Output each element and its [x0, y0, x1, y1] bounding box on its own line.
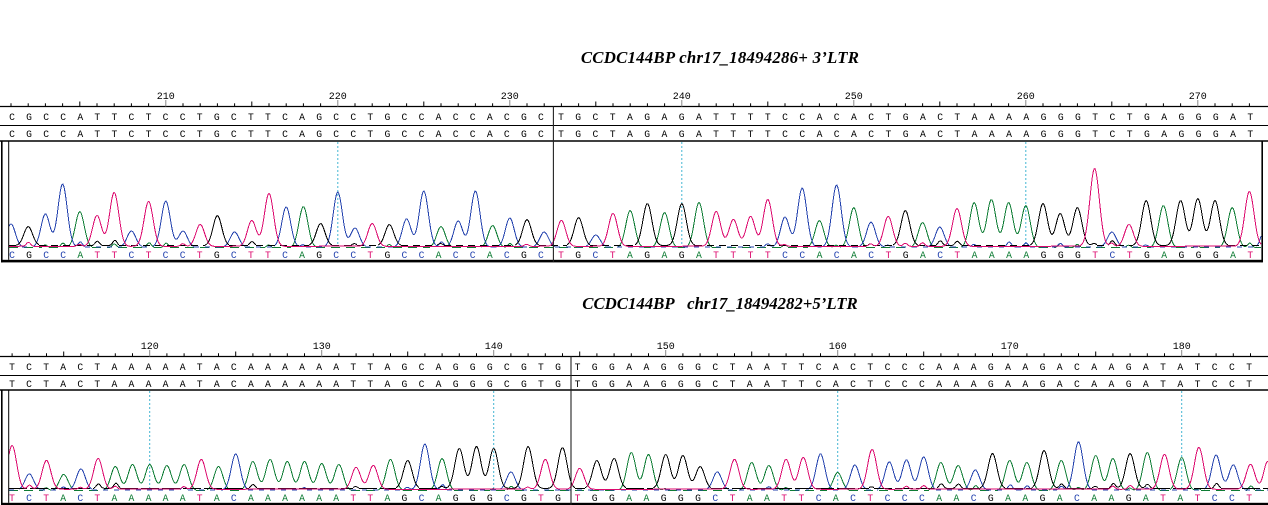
- svg-text:T T TT T: T T TT T T T T: [575, 493, 1264, 504]
- svg-text:C C C CCC C C C: C C C CCC C C CC: [575, 493, 1264, 504]
- svg-text:AA AA A AA AA A AA: AA AA A AA AA A AA A A: [575, 493, 1264, 504]
- svg-text:220: 220: [329, 92, 347, 103]
- svg-text:A A A A: A A A A: [9, 250, 555, 261]
- svg-text:TT T T TT T: TT T T TT T: [9, 250, 555, 261]
- svg-text:210: 210: [157, 92, 175, 103]
- svg-text:GG GGG G G: GG GGG G G G: [575, 493, 1264, 504]
- svg-text:G G G G GGG: G G G G GGG G GGG: [558, 250, 1265, 261]
- svg-text:G GGG G G: G GGG G G: [9, 493, 572, 504]
- svg-text:TGGAAGGGCTAATTCACTCCCAAAGAAGAC: TGGAAGGGCTAATTCACTCCCAAAGAAGACAAGATATCCT: [575, 379, 1264, 390]
- svg-text:250: 250: [845, 92, 863, 103]
- svg-text:T T T T TT: T T T T TT T: [9, 493, 572, 504]
- svg-text:T T TTTT T T: T T TTTT T T T T T: [558, 250, 1265, 261]
- svg-text:C CC C C C: C CC C C C C: [558, 250, 1265, 261]
- svg-text:TGGAAGGGCTAATTCACTCCCAAAGAAGAC: TGGAAGGGCTAATTCACTCCCAAAGAAGACAAGATATCCT: [575, 362, 1264, 373]
- svg-text:G G G G G: G G G G G: [9, 250, 555, 261]
- svg-text:170: 170: [1001, 342, 1019, 353]
- svg-text:TGCTAGAGATTTTCCACACTGACTAAAAGG: TGCTAGAGATTTTCCACACTGACTAAAAGGGTCTGAGGGA…: [558, 129, 1265, 140]
- svg-text:TGCTAGAGATTTTCCACACTGACTAAAAGG: TGCTAGAGATTTTCCACACTGACTAAAAGGGTCTGAGGGA…: [558, 112, 1265, 123]
- svg-text:A AAAAA A AAAAAA A A: A AAAAA A AAAAAA A A: [9, 493, 572, 504]
- svg-text:270: 270: [1189, 92, 1207, 103]
- svg-text:120: 120: [141, 342, 159, 353]
- svg-text:A A A A A A AAAA: A A A A A A AAAA A A: [558, 250, 1265, 261]
- svg-text:CCDC144BP chr17_18494286+ 3’LT: CCDC144BP chr17_18494286+ 3’LTR: [581, 48, 859, 67]
- svg-text:240: 240: [673, 92, 691, 103]
- svg-text:230: 230: [501, 92, 519, 103]
- svg-text:TCTACTAAAAATACAAAAAATTAGCAGGGC: TCTACTAAAAATACAAAAAATTAGCAGGGCGTG: [9, 379, 572, 390]
- svg-text:130: 130: [313, 342, 331, 353]
- svg-text:CGCCATTCTCCTGCTTCAGCCTGCCACCAC: CGCCATTCTCCTGCTTCAGCCTGCCACCACGC: [9, 129, 555, 140]
- svg-text:150: 150: [657, 342, 675, 353]
- svg-text:140: 140: [485, 342, 503, 353]
- svg-text:TCTACTAAAAATACAAAAAATTAGCAGGGC: TCTACTAAAAATACAAAAAATTAGCAGGGCGTG: [9, 362, 572, 373]
- svg-text:CGCCATTCTCCTGCTTCAGCCTGCCACCAC: CGCCATTCTCCTGCTTCAGCCTGCCACCACGC: [9, 112, 555, 123]
- svg-text:CCDC144BP chr17_18494282+5’LT: CCDC144BP chr17_18494282+5’LTR: [582, 294, 857, 313]
- svg-text:260: 260: [1017, 92, 1035, 103]
- svg-text:160: 160: [829, 342, 847, 353]
- svg-text:180: 180: [1173, 342, 1191, 353]
- svg-text:C CC C CC C C CC CC CC C: C CC C CC C C CC CC CC C C: [9, 250, 555, 261]
- svg-text:C C C C C: C C C C C: [9, 493, 572, 504]
